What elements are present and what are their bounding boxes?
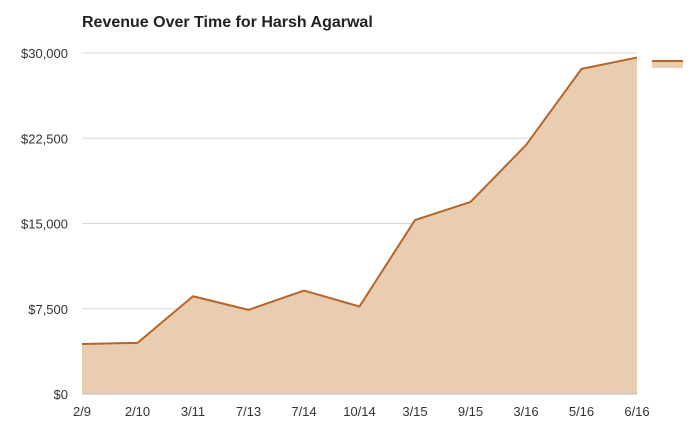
y-tick-label: $30,000 [21,46,68,61]
y-tick-label: $22,500 [21,131,68,146]
legend-swatch [652,61,683,68]
x-tick-label: 2/10 [125,404,150,419]
x-tick-label: 5/16 [569,404,594,419]
series-line [81,56,638,345]
x-tick-label: 2/9 [73,404,91,419]
x-tick-label: 7/13 [236,404,261,419]
x-tick-label: 3/11 [181,404,205,419]
y-tick-label: $0 [54,387,68,402]
x-tick-label: 3/16 [513,404,538,419]
series-area [81,56,638,395]
y-axis-ticks: $0 $7,500 $15,000 $22,500 $30,000 [21,46,68,402]
y-tick-label: $15,000 [21,217,68,232]
x-tick-label: 7/14 [291,404,316,419]
area-fill [82,57,637,395]
x-tick-label: 6/16 [624,404,649,419]
x-tick-label: 9/15 [458,404,483,419]
legend [652,60,683,68]
y-tick-label: $7,500 [28,302,68,317]
chart-title: Revenue Over Time for Harsh Agarwal [82,14,373,31]
x-tick-label: 10/14 [343,404,376,419]
x-tick-label: 3/15 [402,404,427,419]
x-axis-ticks: 2/9 2/10 3/11 7/13 7/14 10/14 3/15 9/15 3/16 5/16… [73,404,650,419]
